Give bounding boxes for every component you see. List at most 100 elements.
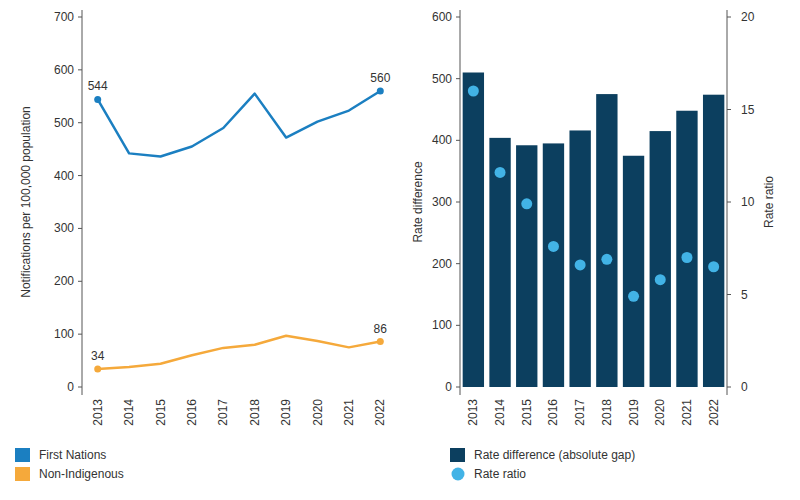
y-tick-label: 0 [67,380,74,394]
y2-tick [727,202,731,203]
legend-label: Non-Indigenous [39,467,124,481]
y-tick-label: 400 [432,133,452,147]
bar [703,95,724,387]
bar [516,145,537,387]
data-label: 560 [370,71,390,85]
x-tick-label: 2015 [154,399,168,426]
y-tick-label: 600 [432,10,452,24]
bar [569,130,590,387]
point [708,261,719,272]
y2-axis-title: Rate ratio [762,176,776,228]
x-tick-label: 2019 [627,399,641,426]
bar [676,111,697,387]
bar [543,143,564,387]
y2-tick-label: 15 [741,103,755,117]
x-tick-label: 2020 [311,399,325,426]
y-tick [78,175,82,176]
x-tick-label: 2021 [342,399,356,426]
panel-0: 0 100 200 300 400 500 600 700 Notifications per … [15,10,391,481]
y-tick [456,78,460,79]
y-tick [456,17,460,18]
point [575,259,586,270]
legend-swatch [15,448,30,462]
y-tick [456,387,460,388]
x-tick-label: 2015 [520,399,534,426]
y-tick [456,325,460,326]
y-tick [456,202,460,203]
bar [650,131,671,387]
y-axis-line [82,10,83,395]
y-tick [78,17,82,18]
data-labels: 544 560 34 86 [88,71,391,363]
bar [463,73,484,388]
y2-tick [727,109,731,110]
y-tick [78,69,82,70]
y-tick-label: 100 [54,327,74,341]
bar [489,138,510,387]
data-label: 544 [88,79,108,93]
x-tick-label: 2014 [122,399,136,426]
x-tick-label: 2018 [248,399,262,426]
y-tick-label: 600 [54,63,74,77]
x-tick-label: 2019 [279,399,293,426]
y-tick-label: 400 [54,169,74,183]
x-tick-label: 2022 [373,399,387,426]
line-series [98,91,381,157]
y-tick [456,140,460,141]
x-tick-label: 2021 [680,399,694,426]
point [548,241,559,252]
legend-swatch [450,448,465,462]
legend-swatch [452,468,465,481]
x-tick-label: 2016 [546,399,560,426]
line-endpoint [94,366,101,373]
point [521,198,532,209]
legend: Rate difference (absolute gap) Rate ratio [450,448,635,481]
legend-swatch [15,467,30,481]
x-tick-label: 2013 [466,399,480,426]
x-tick-label: 2016 [185,399,199,426]
panel-1: 0100200300400500600Rate difference051015… [411,10,776,481]
bar [623,156,644,387]
line-series [98,336,381,369]
y-tick-label: 300 [432,195,452,209]
x-tick-label: 2017 [573,399,587,426]
y2-tick-label: 20 [741,10,755,24]
marks [463,73,725,388]
y-tick-label: 200 [432,257,452,271]
data-label: 34 [91,349,105,363]
x-tick-label: 2020 [653,399,667,426]
point [655,274,666,285]
y-tick [78,122,82,123]
x-tick-label: 2013 [91,399,105,426]
legend-label: Rate difference (absolute gap) [474,448,635,462]
line-endpoint [377,88,384,95]
legend: First Nations Non-Indigenous [15,448,124,481]
y-tick-label: 0 [445,380,452,394]
line-endpoint [377,338,384,345]
y-tick-label: 700 [54,10,74,24]
x-tick-label: 2017 [216,399,230,426]
data-label: 86 [374,322,388,336]
x-tick-label: 2022 [707,399,721,426]
y2-tick [727,294,731,295]
y-tick [78,334,82,335]
bar [596,94,617,387]
y-tick-label: 500 [54,116,74,130]
y2-tick [727,387,731,388]
legend-label: Rate ratio [474,467,526,481]
y-axis-title: Notifications per 100,000 population [19,106,33,297]
legend-label: First Nations [39,448,106,462]
y2-tick-label: 0 [741,380,748,394]
y-tick [78,228,82,229]
line-endpoint [94,96,101,103]
y-tick-label: 200 [54,274,74,288]
marks [94,88,384,373]
y-tick-label: 300 [54,221,74,235]
point [601,254,612,265]
y-tick-label: 500 [432,72,452,86]
y2-tick-label: 10 [741,195,755,209]
x-tick-label: 2014 [493,399,507,426]
x-tick-label: 2018 [600,399,614,426]
y-axis-title: Rate difference [411,161,425,242]
point [468,86,479,97]
